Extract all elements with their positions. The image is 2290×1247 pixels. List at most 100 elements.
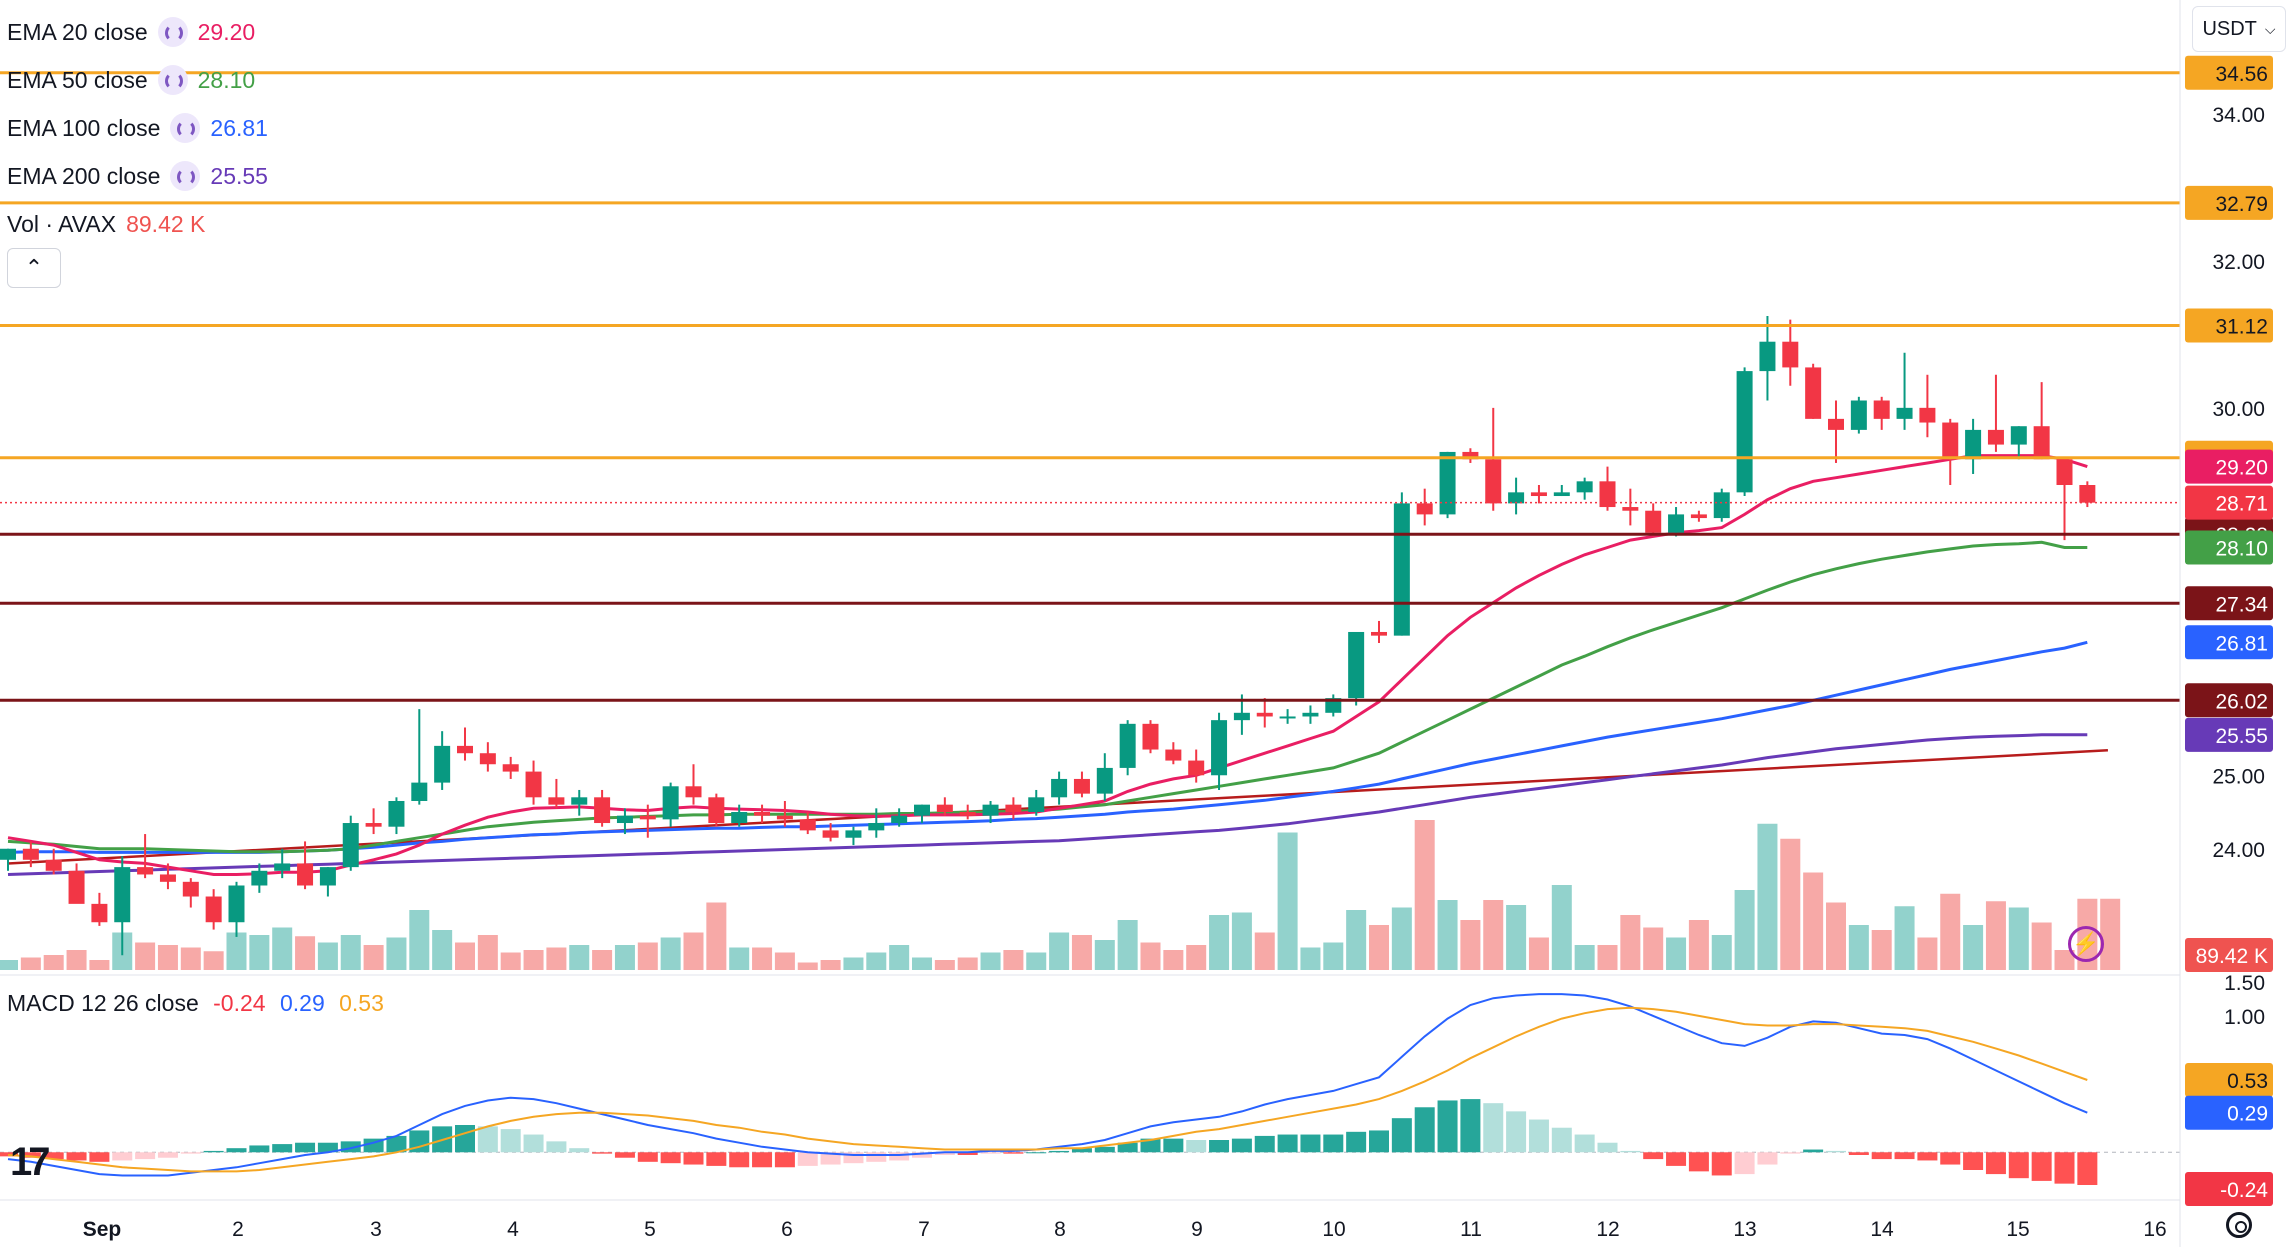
macd-histogram-bar (1551, 1127, 1572, 1153)
candle-body (1896, 407, 1913, 419)
macd-tag-text: 0.29 (2227, 1103, 2268, 1126)
level-tag-text: 31.12 (2215, 316, 2268, 339)
volume-bar (432, 930, 453, 970)
candle-body (1439, 451, 1456, 515)
macd-histogram-bar (752, 1152, 773, 1168)
volume-bar (683, 932, 704, 970)
signal-tag-text: 0.53 (2227, 1070, 2268, 1093)
macd-histogram-bar (1254, 1135, 1275, 1153)
macd-histogram-bar (1506, 1111, 1527, 1153)
macd-histogram-bar (1414, 1107, 1435, 1153)
time-axis-label: 6 (781, 1218, 793, 1241)
legend-ema20[interactable]: EMA 20 close 29.20 (7, 17, 256, 47)
ema-tag (2185, 717, 2273, 752)
candle-body (936, 804, 953, 813)
volume-bar (455, 942, 475, 970)
candle-body (662, 786, 679, 820)
candle-body (868, 823, 885, 831)
price-tags: 34.5632.7931.1229.3228.2827.3426.0228.71… (2185, 55, 2273, 1206)
macd-histogram-bar (774, 1152, 795, 1168)
signal-line (7, 1006, 2088, 1173)
collapse-legend-button[interactable]: ⌃ (7, 248, 61, 288)
macd-histogram-bar (614, 1152, 635, 1158)
macd-histogram-bar (1757, 1152, 1778, 1165)
candle-body (1690, 514, 1707, 519)
macd-tag (2185, 1095, 2273, 1130)
volume-bar (1140, 942, 1161, 970)
volume-bar (1574, 945, 1595, 970)
candle-body (1233, 712, 1250, 721)
macd-histogram-bar (843, 1152, 864, 1164)
volume-bar (1826, 902, 1846, 970)
volume-bar (1231, 912, 1252, 970)
volume-bar (1848, 925, 1869, 970)
macd-histogram-bar (1643, 1152, 1664, 1160)
candle-body (1165, 749, 1182, 761)
candle-body (845, 830, 862, 838)
volume-bar (1186, 945, 1207, 970)
ema-tag (2185, 449, 2273, 484)
volume-bar (0, 960, 18, 970)
candle-body (434, 745, 451, 783)
currency-select[interactable]: USDT ⌵ (2192, 6, 2286, 52)
candle-body (639, 815, 656, 820)
volume-bar (546, 947, 567, 970)
volume-bar (1117, 920, 1138, 970)
candle-body (1576, 481, 1593, 493)
macd-legend[interactable]: MACD 12 26 close -0.24 0.29 0.53 (7, 990, 392, 1017)
candle-body (0, 848, 16, 860)
volume-bar (477, 935, 498, 970)
volume-bar (2100, 898, 2121, 970)
ema-tag-text: 29.20 (2215, 457, 2268, 480)
level-tag (2185, 55, 2273, 90)
volume-bar (409, 910, 430, 970)
candle-body (1279, 716, 1296, 719)
candle-body (1393, 503, 1410, 636)
volume-bar (226, 932, 247, 970)
volume-bar (2008, 907, 2029, 970)
macd-histogram-bar (66, 1152, 87, 1161)
macd-histogram-bar (226, 1148, 247, 1153)
volume-bar (820, 960, 841, 970)
price-axis-label: 1.50 (2224, 972, 2265, 995)
volume-bar (729, 947, 750, 970)
ema-tag (2185, 625, 2273, 660)
volume-bar (2031, 922, 2052, 970)
volume-bar (1803, 872, 1824, 970)
candle-body (799, 819, 816, 831)
macd-histogram-bar (20, 1152, 41, 1158)
macd-histogram-bar (135, 1152, 156, 1160)
volume-bar (1963, 925, 1984, 970)
time-axis-label: 10 (1322, 1218, 1345, 1241)
macd-legend-name: MACD 12 26 close (7, 990, 199, 1016)
time-axis-label: 12 (1596, 1218, 1619, 1241)
volume-bar (1300, 947, 1321, 970)
candle-body (1256, 712, 1273, 717)
macd-histogram-bar (1231, 1138, 1252, 1153)
volume-bar (500, 952, 521, 970)
volume-bar (1894, 906, 1915, 970)
candle-body (457, 745, 473, 754)
legend-ema50[interactable]: EMA 50 close 28.10 (7, 65, 256, 95)
candle-body (205, 896, 222, 923)
candle-body (685, 786, 702, 798)
last-price-tag-text: 28.71 (2215, 493, 2268, 516)
sync-icon (157, 17, 188, 47)
candle-body (411, 782, 428, 801)
macd-histogram-bar (1346, 1131, 1367, 1153)
gear-icon[interactable] (2226, 1212, 2252, 1238)
candle-body (2033, 426, 2050, 460)
candle-body (914, 804, 930, 816)
candle-body (776, 815, 793, 820)
time-axis-label: 7 (918, 1218, 930, 1241)
candle-body (1828, 418, 1844, 430)
macd-histogram-bar (1140, 1138, 1161, 1153)
legend-ema100[interactable]: EMA 100 close 26.81 (7, 113, 268, 143)
legend-ema200[interactable]: EMA 200 close 25.55 (7, 161, 268, 191)
lightning-icon[interactable]: ⚡ (2068, 926, 2104, 962)
volume-bar (1346, 910, 1367, 970)
macd-histogram-bar (569, 1148, 590, 1153)
legend-volume[interactable]: Vol · AVAX 89.42 K (7, 211, 206, 237)
volume-bar (752, 947, 773, 970)
